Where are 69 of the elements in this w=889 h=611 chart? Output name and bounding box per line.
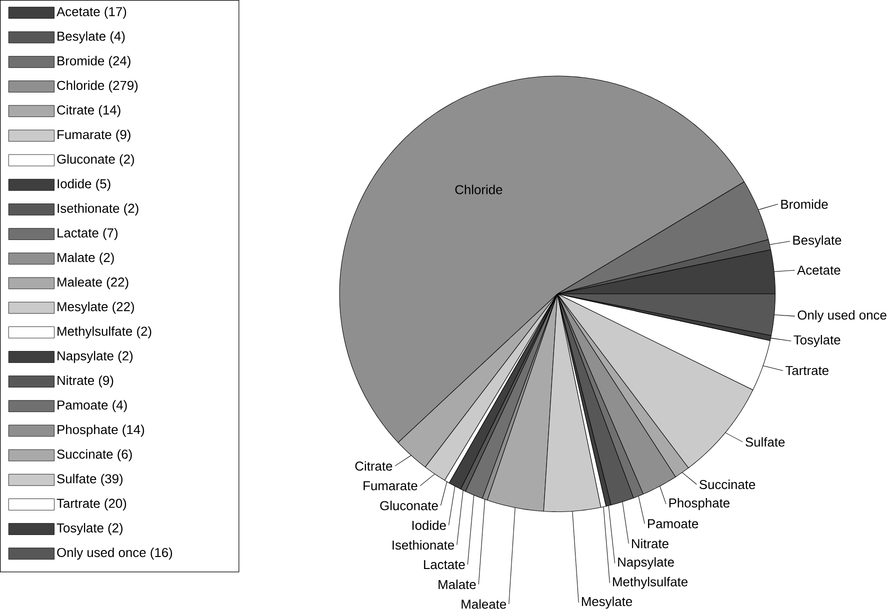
slice-label: Succinate (700, 480, 756, 490)
legend-label: Iodide (58, 178, 92, 188)
data-label: (9) (98, 376, 114, 388)
legend-label: Napsylate (58, 350, 114, 364)
slice-label: Chloride (455, 184, 502, 194)
slice-label: Bromide (781, 199, 828, 209)
legend-label: Sulfate (57, 474, 96, 484)
legend-label: Acetate (56, 7, 100, 16)
legend-label: Malate (58, 252, 95, 262)
slice-label: Gluconate (380, 500, 438, 510)
data-label: (2) (100, 252, 114, 265)
slice-label: Sulfate (746, 437, 785, 447)
data-label: (22) (106, 277, 128, 290)
legend-label: Succinate (57, 449, 113, 459)
legend-label: Only used once (57, 548, 146, 560)
legend-label: Fumarate (58, 130, 112, 140)
data-label: (279) (109, 80, 138, 93)
legend-label: Phosphate (58, 424, 118, 437)
slice-label: Iodide (412, 520, 446, 530)
data-label: (2) (120, 154, 134, 166)
slice-label: Maleate (462, 599, 506, 609)
category-label: Tosylate (794, 335, 840, 348)
category-label: Napsylate (618, 557, 674, 570)
data-label: (2) (118, 350, 133, 364)
data-label: (2) (137, 326, 152, 338)
data-label: (24) (109, 56, 130, 68)
slice-label: Only used once (798, 310, 886, 322)
slice-label: Mesylate (582, 596, 632, 609)
slice-label: Malate (438, 580, 476, 590)
legend-label: Bromide (58, 56, 104, 66)
data-label: (14) (98, 105, 120, 118)
data-label: (14) (122, 424, 144, 437)
slice-label: Pamoate (648, 519, 698, 528)
legend-label: Chloride (57, 80, 104, 90)
slice-label: Besylate (793, 235, 842, 248)
legend-label: Mesylate (58, 302, 108, 314)
legend-label: Tartrate (56, 498, 100, 508)
slice-label: Citrate (355, 461, 392, 471)
data-label: (6) (118, 449, 132, 462)
legend-label: Tosylate (56, 523, 104, 536)
data-label: (5) (96, 178, 110, 191)
data-label: (39) (101, 474, 123, 486)
slice-label: Lactate (424, 560, 465, 570)
data-label: (20) (104, 498, 126, 511)
data-label: (16) (150, 548, 172, 560)
legend-label: Isethionate (58, 203, 120, 213)
slice-label: Nitrate (632, 538, 668, 548)
data-label: (7) (103, 228, 118, 240)
data-label: (9) (116, 130, 130, 142)
data-label: (2) (108, 523, 122, 536)
slice-label: Acetate (797, 266, 840, 275)
legend-label: Besylate (58, 31, 106, 44)
legend-label: Maleate (58, 277, 102, 287)
legend-label: Citrate (57, 105, 94, 115)
data-label: (4) (110, 31, 125, 44)
data-label: (2) (124, 203, 138, 216)
legend-label: Lactate (58, 228, 98, 238)
legend-label: Gluconate (57, 154, 115, 164)
legend-label: Methylsulfate (58, 326, 132, 338)
data-label: (17) (104, 6, 126, 19)
slice-label: Methylsulfate (613, 576, 688, 590)
legend-label: Pamoate (58, 400, 108, 410)
data-label: (4) (112, 400, 127, 412)
slice-label: Isethionate (392, 540, 454, 550)
slice-label: Tartrate (786, 366, 828, 376)
slice-label: Phosphate (669, 498, 730, 510)
legend-label: Nitrate (58, 376, 94, 386)
slice-label: Fumarate (364, 481, 418, 490)
data-label: (22) (112, 302, 134, 314)
